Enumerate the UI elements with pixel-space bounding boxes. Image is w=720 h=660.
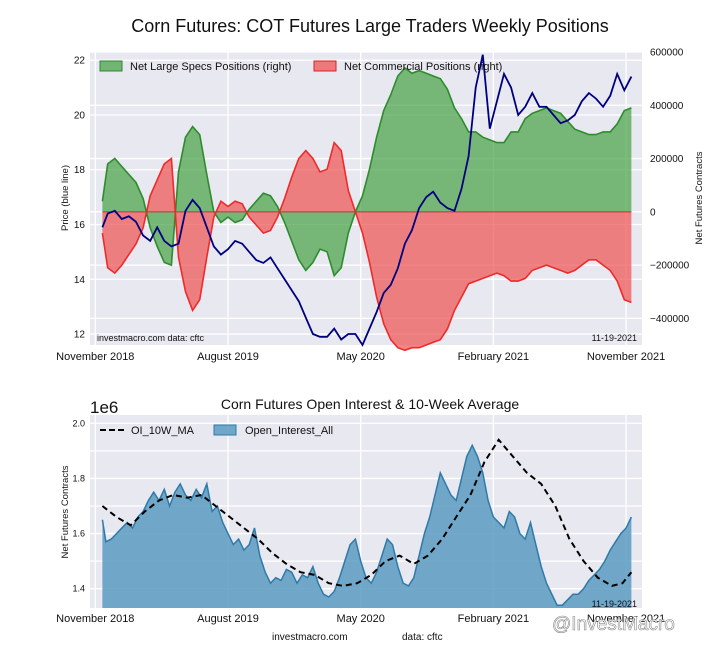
bottom-xtick-1: August 2019 [197, 613, 259, 625]
top-chart-right-ticks: −400000 −200000 0 200000 400000 600000 [650, 48, 690, 325]
legend-swatch-oi [213, 424, 237, 436]
bottom-ytick-2: 1.8 [72, 473, 85, 483]
top-xtick-4: November 2021 [587, 351, 665, 363]
bottom-xtick-0: November 2018 [56, 613, 134, 625]
footer-data: data: cftc [402, 632, 443, 643]
top-chart-date-note: 11-19-2021 [592, 333, 637, 343]
right-tick-5: 600000 [650, 48, 684, 59]
left-tick-2: 16 [74, 220, 86, 231]
bottom-chart-ma-line [101, 438, 633, 587]
bottom-chart-x-ticks: November 2018 August 2019 May 2020 February… [56, 613, 665, 625]
bottom-ytick-1: 1.6 [72, 529, 85, 539]
bottom-chart-y-axis-label: Net Futures Contracts [60, 465, 71, 558]
legend-label-ma: OI_10W_MA [131, 425, 195, 437]
area-series-1 [102, 142, 632, 351]
right-tick-4: 400000 [650, 101, 684, 112]
left-tick-4: 20 [74, 110, 86, 121]
bottom-ytick-0: 1.4 [72, 584, 85, 594]
bottom-chart-y-ticks: 1.4 1.6 1.8 2.0 [72, 418, 85, 593]
legend-label-oi: Open_Interest_All [245, 425, 333, 437]
top-chart-right-axis-label: Net Futures Contracts [694, 151, 705, 244]
top-xtick-3: February 2021 [458, 351, 530, 363]
bottom-xtick-3: February 2021 [458, 613, 530, 625]
oi-area [102, 445, 632, 608]
right-tick-1: −200000 [650, 261, 690, 272]
right-tick-0: −400000 [650, 314, 690, 325]
bottom-xtick-4: November 2021 [587, 613, 665, 625]
area-edge-series-0 [101, 66, 632, 278]
ma-line [101, 438, 633, 587]
watermark: @InvestMacro [552, 614, 675, 635]
bottom-chart-legend: OI_10W_MA Open_Interest_All [100, 424, 333, 437]
legend-swatch-large-specs [99, 60, 123, 72]
top-xtick-0: November 2018 [56, 351, 134, 363]
bottom-xtick-2: May 2020 [337, 613, 385, 625]
right-tick-2: 0 [650, 207, 656, 218]
top-chart-areas [101, 66, 632, 352]
price-line [101, 54, 633, 347]
top-chart-price-line [101, 54, 633, 347]
legend-label-commercial: Net Commercial Positions (right) [344, 61, 502, 73]
footer-site: investmacro.com [272, 632, 348, 643]
top-chart-source-note: investmacro.com data: cftc [97, 333, 205, 343]
bottom-chart-multiplier: 1e6 [90, 398, 118, 417]
top-chart-title: Corn Futures: COT Futures Large Traders … [131, 16, 609, 36]
right-tick-3: 200000 [650, 154, 684, 165]
top-xtick-1: August 2019 [197, 351, 259, 363]
legend-label-large-specs: Net Large Specs Positions (right) [130, 61, 291, 73]
bottom-chart-title: Corn Futures Open Interest & 10-Week Ave… [221, 396, 520, 412]
area-series-0 [102, 68, 632, 276]
left-tick-5: 22 [74, 56, 86, 67]
top-chart-x-ticks: November 2018 August 2019 May 2020 February… [56, 351, 665, 363]
area-edge-series-1 [101, 140, 632, 352]
bottom-ytick-3: 2.0 [72, 418, 85, 428]
top-chart-left-ticks: 12 14 16 18 20 22 [74, 56, 86, 341]
left-tick-0: 12 [74, 330, 86, 341]
top-chart-legend: Net Large Specs Positions (right) Net Co… [99, 60, 502, 73]
left-tick-3: 18 [74, 165, 86, 176]
top-xtick-2: May 2020 [337, 351, 385, 363]
legend-swatch-commercial [313, 60, 337, 72]
top-chart-left-axis-label: Price (blue line) [60, 165, 71, 231]
left-tick-1: 14 [74, 275, 86, 286]
bottom-chart-date-note: 11-19-2021 [592, 599, 637, 609]
